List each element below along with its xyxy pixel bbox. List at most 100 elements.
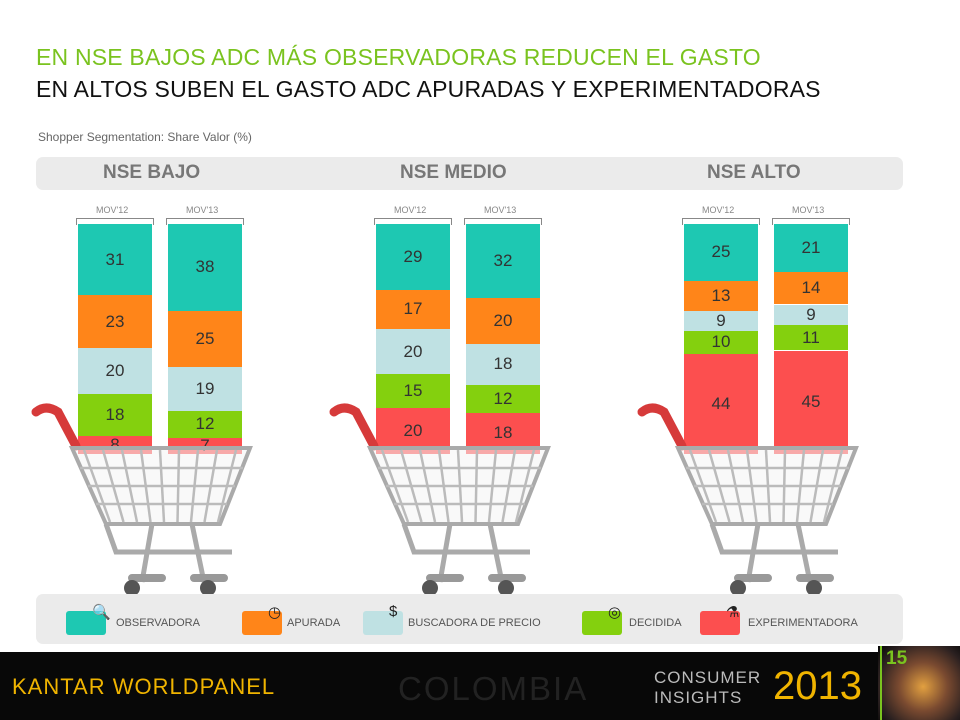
bar-segment-apurada: 17 (376, 290, 450, 329)
period-bracket (374, 218, 452, 225)
data-label: 8 (110, 434, 120, 454)
title-line-2: EN ALTOS SUBEN EL GASTO ADC APURADAS Y E… (36, 76, 821, 102)
bar-segment-apurada: 13 (684, 280, 758, 311)
period-label: MOV'13 (484, 205, 517, 215)
bar-segment-apurada: 25 (168, 310, 242, 368)
data-label: 14 (801, 278, 821, 298)
country-label: COLOMBIA (398, 670, 589, 707)
data-label: 12 (195, 414, 215, 434)
data-label: 25 (195, 328, 215, 348)
magnifier-icon: 🔍 (92, 604, 111, 621)
legend-bar (36, 594, 903, 644)
data-label: 31 (105, 249, 125, 269)
bar-segment-decidida: 12 (168, 410, 242, 439)
group-label-nse-alto: NSE ALTO (707, 162, 801, 183)
chart-subtitle: Shopper Segmentation: Share Valor (%) (38, 130, 252, 144)
data-label: 19 (195, 379, 215, 399)
data-label: 20 (493, 310, 513, 330)
legend-swatch-apurada (242, 611, 282, 635)
bar-segment-apurada: 20 (466, 297, 540, 344)
legend-label-decidida: DECIDIDA (629, 617, 682, 629)
legend-label-observadora: OBSERVADORA (116, 617, 200, 629)
data-label: 17 (403, 299, 423, 319)
shopping-cart-icon (329, 403, 551, 596)
kantar-worldpanel-logo: KANTAR WORLDPANEL (12, 674, 276, 699)
data-label: 12 (493, 388, 513, 408)
page-number: 15 (886, 648, 908, 669)
bar-segment-experimentadora: 45 (774, 350, 848, 454)
data-label: 44 (711, 393, 731, 413)
data-label: 18 (105, 404, 125, 424)
data-label: 9 (716, 310, 726, 330)
bar-segment-apurada: 23 (78, 295, 152, 349)
data-label: 15 (403, 381, 423, 401)
group-label-nse-bajo: NSE BAJO (103, 162, 201, 183)
period-bracket (464, 218, 542, 225)
year-label: 2013 (773, 664, 862, 708)
group-label-nse-medio: NSE MEDIO (400, 162, 507, 183)
decorative-image (878, 646, 960, 720)
data-label: 7 (200, 436, 210, 456)
period-label: MOV'12 (702, 205, 735, 215)
consumer-insights-label: CONSUMER INSIGHTS (654, 668, 762, 707)
bar-segment-observadora: 29 (376, 224, 450, 291)
bar-segment-apurada: 14 (774, 272, 848, 305)
target-icon: ◎ (608, 604, 622, 621)
period-bracket (682, 218, 760, 225)
bar-segment-decidida: 12 (466, 385, 540, 413)
bar-segment-observadora: 32 (466, 224, 540, 298)
data-label: 38 (195, 257, 215, 277)
data-label: 23 (105, 311, 125, 331)
bar-segment-observadora: 31 (78, 224, 152, 296)
shopping-cart-icon (31, 403, 253, 596)
data-label: 13 (711, 285, 731, 305)
flask-icon: ⚗ (726, 604, 740, 621)
legend-swatch-buscadora (363, 611, 403, 635)
dollar-icon: $ (389, 603, 398, 620)
bar-segment-decidida: 11 (774, 325, 848, 351)
data-label: 11 (802, 327, 820, 347)
data-label: 18 (493, 354, 513, 374)
data-label: 9 (806, 304, 816, 324)
bar-segment-buscadora: 20 (78, 348, 152, 395)
legend-label-experimentadora: EXPERIMENTADORA (748, 617, 858, 629)
data-label: 25 (711, 242, 731, 262)
legend-swatch-experimentadora (700, 611, 740, 635)
footer-bar (0, 652, 960, 720)
period-label: MOV'13 (186, 205, 219, 215)
bar-segment-decidida: 18 (78, 394, 152, 436)
legend-label-buscadora: BUSCADORA DE PRECIO (408, 617, 541, 629)
bar-segment-decidida: 10 (684, 331, 758, 354)
bar-segment-observadora: 38 (168, 224, 242, 311)
data-label: 20 (403, 341, 423, 361)
period-bracket (166, 218, 244, 225)
clock-icon: ◷ (268, 604, 282, 621)
legend-swatch-decidida (582, 611, 622, 635)
bar-segment-buscadora: 19 (168, 367, 242, 411)
divider (880, 646, 882, 720)
bar-segment-buscadora: 9 (684, 310, 758, 332)
data-label: 18 (493, 423, 513, 443)
period-bracket (76, 218, 154, 225)
period-label: MOV'13 (792, 205, 825, 215)
group-header-bar (36, 157, 903, 190)
data-label: 10 (711, 332, 731, 352)
data-label: 29 (403, 247, 423, 267)
data-label: 45 (801, 392, 821, 412)
period-bracket (772, 218, 850, 225)
bar-segment-experimentadora: 44 (684, 353, 758, 454)
bar-segment-decidida: 15 (376, 374, 450, 409)
bar-segment-observadora: 25 (684, 224, 758, 281)
data-label: 20 (403, 421, 423, 441)
data-label: 21 (801, 238, 821, 258)
period-label: MOV'12 (394, 205, 427, 215)
legend-swatch-observadora (66, 611, 106, 635)
title-line-1: EN NSE BAJOS ADC MÁS OBSERVADORAS REDUCE… (36, 44, 761, 70)
legend-label-apurada: APURADA (287, 617, 341, 629)
bar-segment-buscadora: 18 (466, 343, 540, 385)
shopping-cart-icon (637, 403, 859, 596)
data-label: 20 (105, 361, 125, 381)
bar-segment-buscadora: 20 (376, 328, 450, 375)
period-label: MOV'12 (96, 205, 129, 215)
bar-segment-observadora: 21 (774, 224, 848, 273)
